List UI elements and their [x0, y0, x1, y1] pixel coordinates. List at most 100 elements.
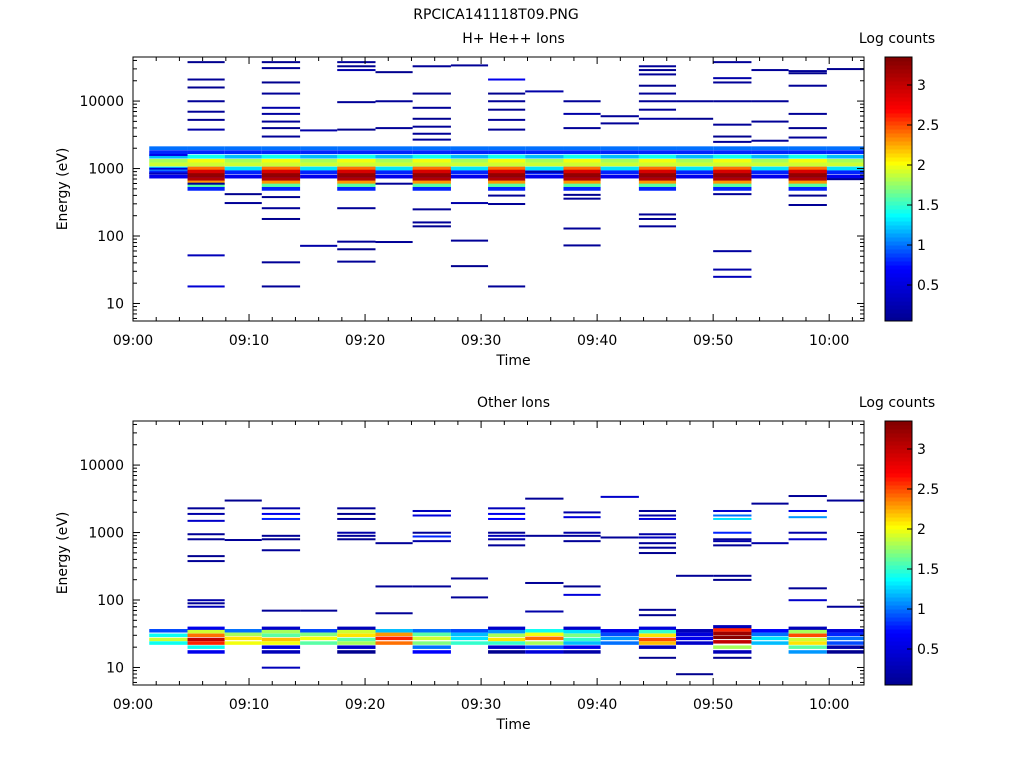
sparse-line-cell: [337, 128, 376, 131]
sparse-line-cell: [337, 517, 376, 520]
colorbar-label: Log counts: [859, 31, 935, 47]
peak-cell: [713, 186, 752, 191]
colorbar-cell: [885, 268, 912, 274]
sparse-line-cell: [488, 512, 526, 515]
panel-title: Other Ions: [477, 395, 550, 411]
colorbar-cell: [885, 672, 912, 678]
sparse-line-cell: [638, 108, 677, 111]
sparse-line-cell: [412, 535, 451, 538]
x-tick-label: 09:00: [113, 333, 153, 349]
band-cell: [751, 641, 789, 645]
peak-cell: [788, 180, 827, 185]
band-cell: [563, 629, 601, 634]
sparse-line-cell: [300, 609, 338, 612]
peak-cell: [412, 162, 451, 167]
sparse-line-cell: [488, 118, 526, 121]
sparse-line-cell: [525, 170, 564, 173]
peak-cell: [261, 180, 301, 185]
band-cell: [375, 162, 413, 167]
colorbar-cell: [885, 492, 912, 498]
colorbar-cell: [885, 572, 912, 578]
band-cell: [488, 150, 526, 155]
band-cell: [788, 633, 827, 638]
sparse-line-cell: [600, 536, 639, 539]
colorbar-cell: [885, 276, 912, 282]
sparse-line-cell: [638, 608, 677, 611]
sparse-line-cell: [149, 167, 188, 170]
sparse-line-cell: [450, 64, 489, 67]
peak-cell: [412, 166, 451, 171]
sparse-line-cell: [488, 507, 526, 510]
band-cell: [563, 146, 601, 151]
colorbar-cell: [885, 504, 912, 510]
band-cell: [450, 154, 489, 159]
sparse-line-cell: [713, 193, 752, 196]
colorbar-cell: [885, 112, 912, 118]
colorbar-tick-label: 1.5: [917, 562, 939, 578]
sparse-line-cell: [261, 534, 301, 537]
band-cell: [261, 637, 301, 642]
band-cell: [638, 637, 677, 642]
colorbar-cell: [885, 200, 912, 206]
colorbar-cell: [885, 288, 912, 294]
colorbar-cell: [885, 244, 912, 250]
peak-cell: [488, 166, 526, 171]
band-cell: [600, 162, 639, 167]
sparse-line-cell: [488, 534, 526, 537]
band-cell: [751, 146, 789, 151]
sparse-line-cell: [412, 106, 451, 109]
band-cell: [638, 629, 677, 634]
peak-cell: [187, 183, 225, 188]
colorbar-cell: [885, 296, 912, 302]
sparse-line-cell: [788, 127, 827, 130]
sparse-line-cell: [450, 265, 489, 268]
x-tick-label: 09:50: [693, 333, 733, 349]
band-cell: [261, 633, 301, 638]
peak-cell: [713, 173, 752, 177]
band-cell: [788, 637, 827, 642]
x-axis-label: Time: [495, 717, 530, 733]
sparse-line-cell: [187, 519, 225, 522]
colorbar-tick-label: 3: [917, 442, 926, 458]
sparse-line-cell: [563, 112, 601, 115]
sparse-line-cell: [261, 285, 301, 288]
sparse-line-cell: [375, 585, 413, 588]
band-cell: [149, 162, 188, 167]
colorbar-cell: [885, 304, 912, 310]
x-axis-label: Time: [495, 353, 530, 369]
sparse-line-cell: [563, 197, 601, 200]
colorbar-cell: [885, 516, 912, 522]
sparse-line-cell: [525, 610, 564, 613]
sparse-line-cell: [261, 609, 301, 612]
peak-cell: [261, 162, 301, 167]
x-tick-label: 09:10: [229, 697, 269, 713]
sparse-line-cell: [563, 127, 601, 130]
band-cell: [826, 150, 864, 155]
sparse-line-cell: [261, 106, 301, 109]
band-cell: [488, 645, 526, 649]
colorbar-cell: [885, 592, 912, 598]
sparse-line-cell: [300, 244, 338, 247]
peak-cell: [337, 173, 376, 177]
sparse-line-cell: [337, 538, 376, 541]
band-cell: [525, 632, 564, 637]
peak-cell: [488, 162, 526, 167]
colorbar-cell: [885, 528, 912, 534]
colorbar-tick-label: 2.5: [917, 482, 939, 498]
peak-cell: [788, 169, 827, 174]
y-tick-label: 10: [106, 660, 124, 676]
sparse-line-cell: [412, 132, 451, 135]
colorbar-cell: [885, 648, 912, 654]
peak-cell: [261, 166, 301, 171]
sparse-line-cell: [600, 495, 639, 498]
colorbar-cell: [885, 168, 912, 174]
colorbar-cell: [885, 144, 912, 150]
sparse-line-cell: [261, 112, 301, 115]
sparse-line-cell: [525, 497, 564, 500]
colorbar-cell: [885, 192, 912, 198]
sparse-line-cell: [261, 666, 301, 669]
sparse-line-cell: [488, 128, 526, 131]
band-cell: [563, 150, 601, 155]
sparse-line-cell: [713, 268, 752, 271]
band-cell: [488, 637, 526, 642]
